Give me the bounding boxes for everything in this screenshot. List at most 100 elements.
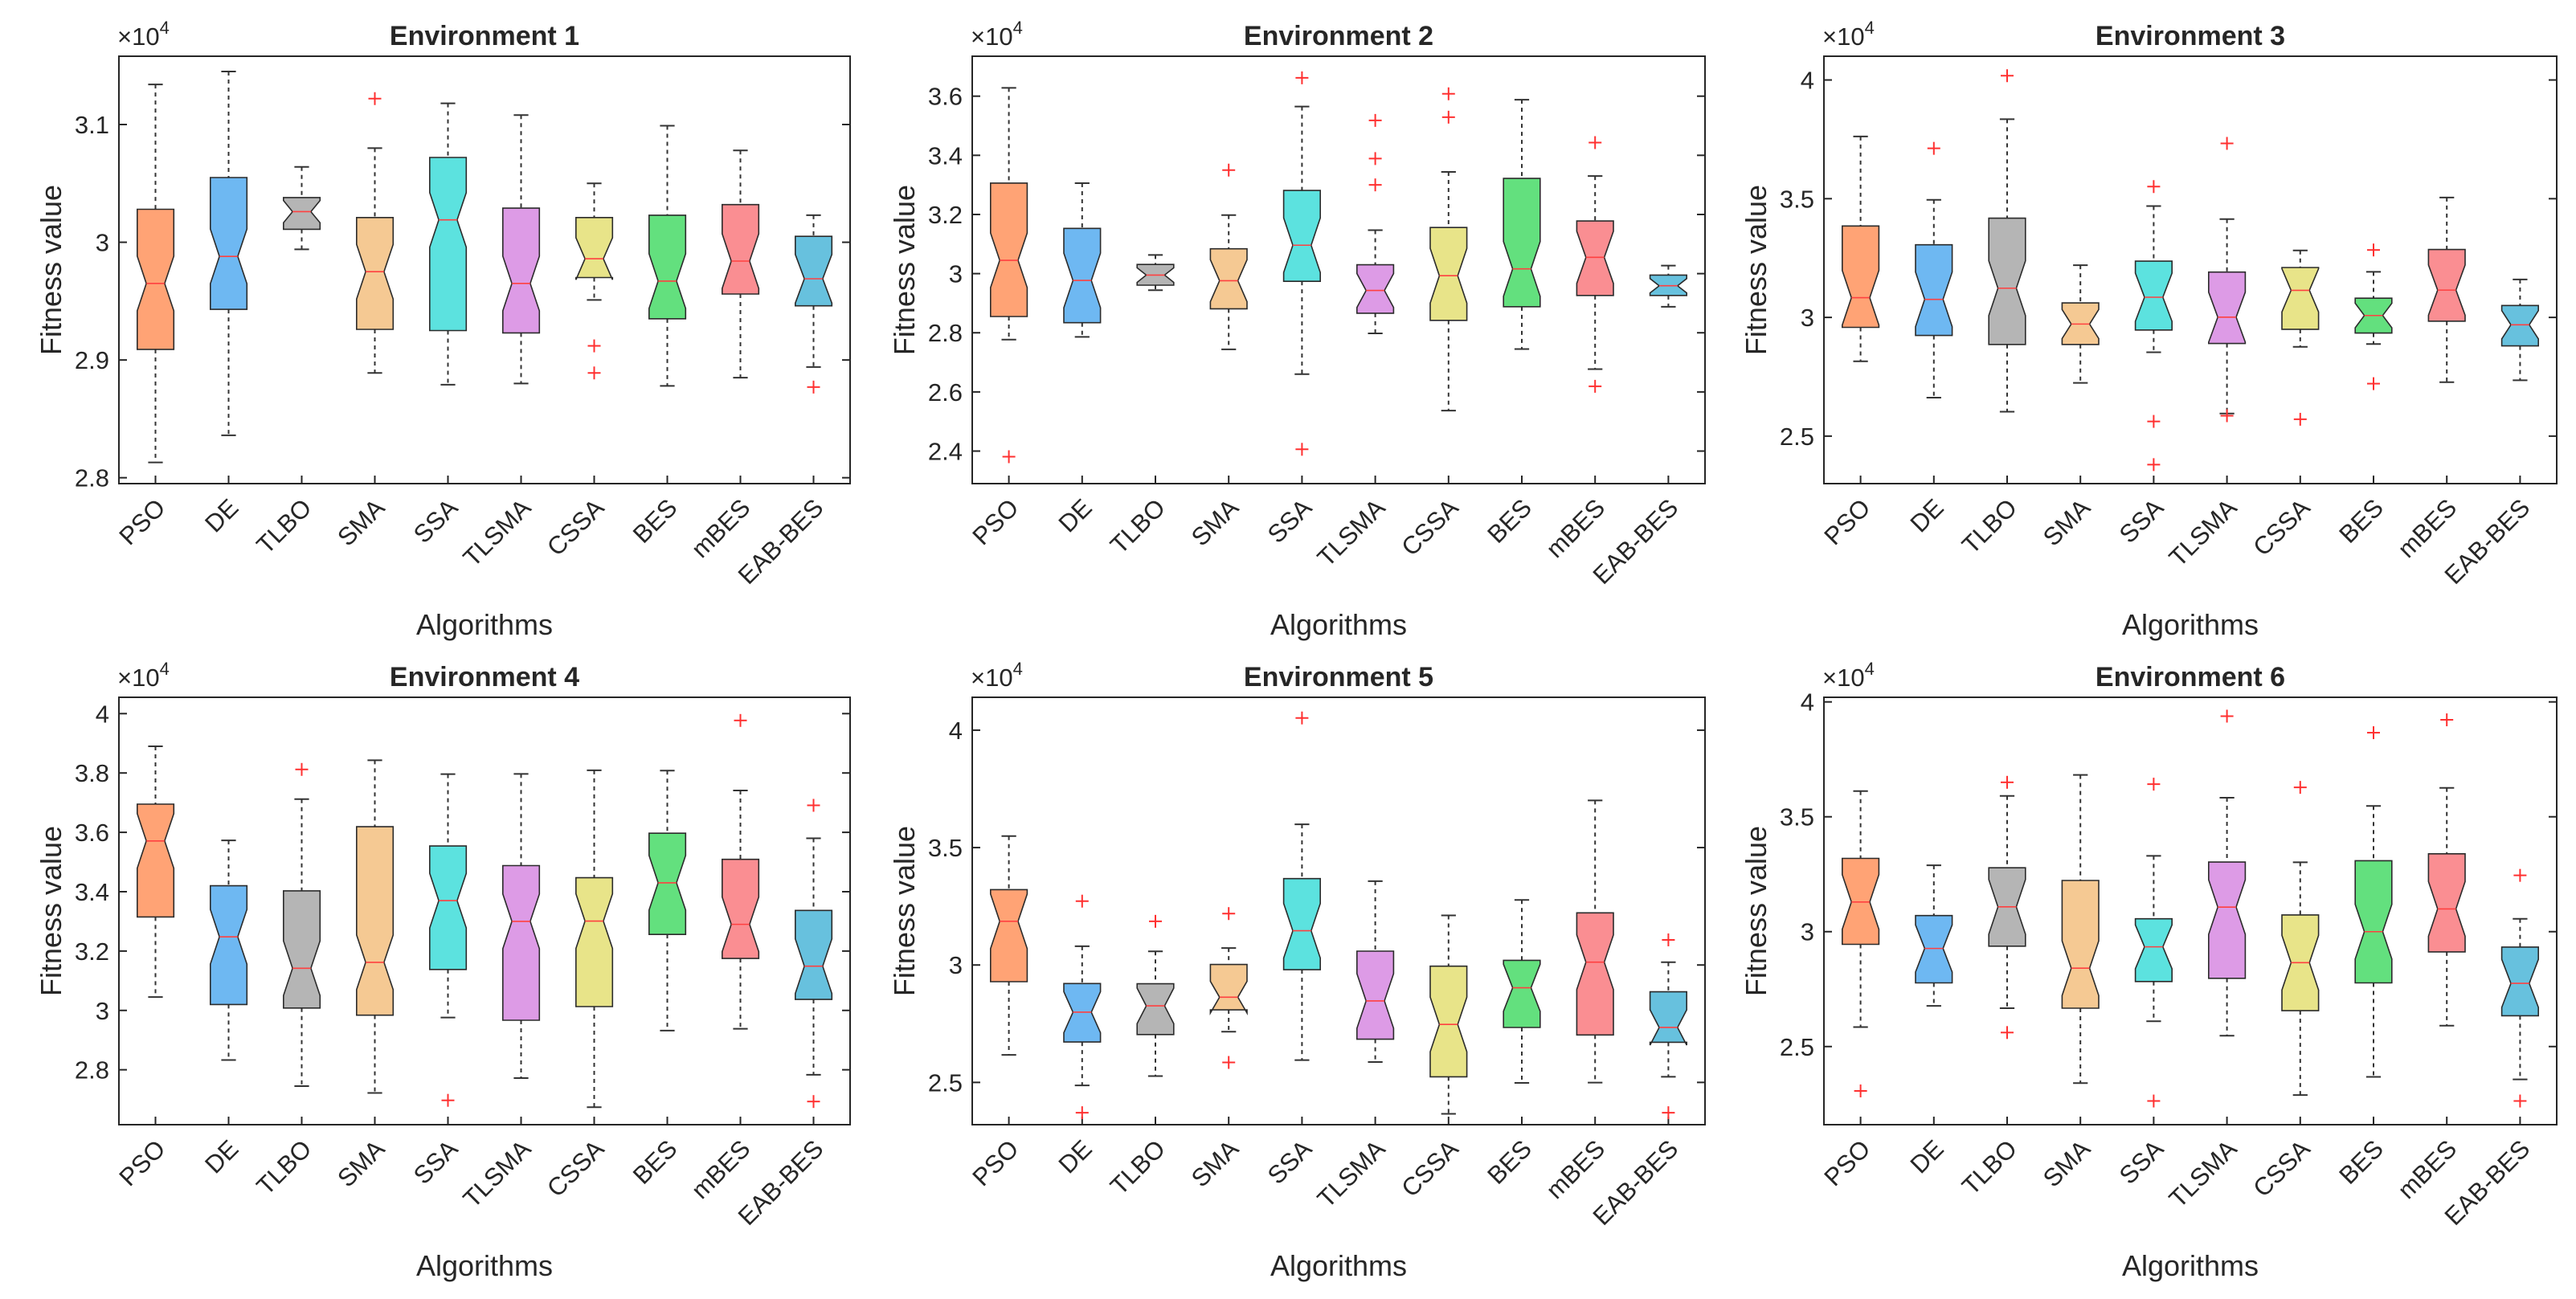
box-body: [428, 157, 468, 332]
box-body: [501, 207, 541, 334]
box-sma: SMA: [2038, 264, 2100, 551]
x-axis-label: Algorithms: [1270, 1249, 1407, 1282]
box-mbes: mBES: [686, 149, 760, 563]
x-tick-label: PSO: [1819, 493, 1876, 550]
outlier-marker: [2513, 868, 2527, 882]
y-tick-label: 4: [1801, 67, 1814, 95]
x-tick-label: mBES: [686, 1134, 756, 1204]
box-mbes: mBES: [1540, 799, 1614, 1204]
x-tick-label: BES: [2333, 1134, 2389, 1190]
x-tick-label: PSO: [113, 493, 170, 550]
box-tlsma: TLSMA: [2164, 137, 2247, 572]
outlier-marker: [1854, 1084, 1867, 1097]
outlier-marker: [2147, 458, 2161, 472]
axes-frame: [1823, 55, 2558, 484]
axis-exponent-label: ×104: [1822, 659, 1875, 692]
axis-exponent-label: ×104: [117, 659, 170, 692]
y-tick-label: 2.8: [75, 464, 109, 492]
y-tick-label: 3.6: [928, 83, 963, 111]
box-body: [1576, 912, 1614, 1036]
box-tlbo: TLBO: [1957, 69, 2026, 559]
x-tick-label: SMA: [2038, 1134, 2096, 1192]
chart-panel-5: Environment 5 ×104 2.5 3 3.5 4 Fitness value Al…: [888, 659, 1706, 1282]
box-de: DE: [1053, 894, 1102, 1178]
outlier-marker: [1075, 1106, 1089, 1120]
box-body: [2208, 271, 2247, 345]
box-body: [1282, 877, 1321, 970]
box-pso: PSO: [967, 87, 1028, 550]
outlier-marker: [734, 713, 747, 727]
box-de: DE: [1053, 182, 1102, 537]
x-tick-label: CSSA: [1396, 1134, 1464, 1203]
x-tick-label: SSA: [1262, 1134, 1318, 1190]
x-tick-label: PSO: [967, 1134, 1024, 1191]
y-tick-label: 2.9: [75, 346, 109, 374]
y-tick-label: 3.5: [1780, 803, 1814, 831]
x-tick-label: CSSA: [542, 493, 610, 562]
y-tick-label: 3.6: [75, 819, 109, 847]
outlier-marker: [2001, 775, 2014, 789]
outlier-marker: [1222, 907, 1236, 921]
x-tick-label: TLBO: [1957, 493, 2022, 559]
box-body: [1649, 991, 1687, 1046]
box-body: [501, 864, 541, 1021]
y-axis-label: Fitness value: [1740, 185, 1773, 355]
outlier-marker: [2367, 377, 2380, 390]
outlier-marker: [807, 799, 820, 812]
box-mbes: mBES: [2392, 196, 2466, 563]
x-tick-label: SSA: [2114, 1134, 2169, 1190]
x-tick-label: DE: [199, 493, 243, 537]
box-body: [1842, 857, 1880, 946]
chart-panel-4: Environment 4 ×104 2.8 3 3.2 3.4 3.6 3.8 4 Fitnes…: [35, 659, 851, 1282]
box-tlsma: TLSMA: [1312, 113, 1395, 572]
box-body: [1356, 950, 1395, 1040]
box-body: [2427, 853, 2466, 953]
x-tick-label: TLBO: [1105, 493, 1171, 559]
box-tlbo: TLBO: [251, 165, 321, 559]
box-sma: SMA: [332, 92, 395, 551]
y-tick-label: 3: [949, 951, 963, 979]
y-axis-label: Fitness value: [888, 185, 921, 355]
outlier-marker: [587, 339, 601, 353]
outlier-marker: [1368, 152, 1382, 165]
box-bes: BES: [1482, 899, 1541, 1190]
y-tick-label: 3.8: [75, 759, 109, 787]
box-pso: PSO: [1819, 790, 1880, 1191]
axes-frame: [118, 696, 851, 1125]
outlier-marker: [2001, 1026, 2014, 1040]
outlier-marker: [1075, 894, 1089, 908]
box-body: [428, 845, 468, 970]
box-body: [1503, 959, 1541, 1028]
outlier-marker: [295, 762, 309, 776]
x-tick-label: mBES: [1540, 1134, 1610, 1204]
box-tlsma: TLSMA: [458, 773, 541, 1213]
outlier-marker: [1295, 443, 1309, 456]
box-body: [1429, 227, 1468, 321]
box-ssa: SSA: [408, 102, 468, 549]
box-body: [1209, 963, 1248, 1015]
x-tick-label: BES: [628, 493, 683, 549]
box-body: [2354, 860, 2393, 984]
box-cssa: CSSA: [2247, 781, 2320, 1203]
x-tick-label: TLSMA: [2164, 1134, 2243, 1213]
outlier-marker: [1149, 914, 1162, 928]
outlier-marker: [2293, 412, 2307, 426]
x-tick-label: CSSA: [542, 1134, 610, 1203]
x-tick-label: mBES: [2392, 1134, 2462, 1204]
box-cssa: CSSA: [542, 769, 614, 1203]
x-tick-label: SMA: [1186, 493, 1244, 551]
y-tick-label: 2.8: [928, 319, 963, 347]
y-tick-label: 3.4: [928, 141, 963, 170]
box-mbes: mBES: [686, 713, 760, 1204]
x-axis-label: Algorithms: [2122, 1249, 2259, 1282]
x-tick-label: BES: [1482, 1134, 1537, 1190]
x-axis-label: Algorithms: [416, 608, 553, 641]
y-tick-label: 4: [1801, 688, 1814, 717]
x-tick-label: SSA: [1262, 493, 1318, 549]
x-tick-label: DE: [1053, 1134, 1098, 1178]
box-mbes: mBES: [2392, 713, 2466, 1204]
x-tick-label: PSO: [1819, 1134, 1876, 1191]
chart-title: Environment 2: [1244, 21, 1433, 51]
box-tlsma: TLSMA: [2164, 709, 2247, 1213]
outlier-marker: [2001, 69, 2014, 83]
